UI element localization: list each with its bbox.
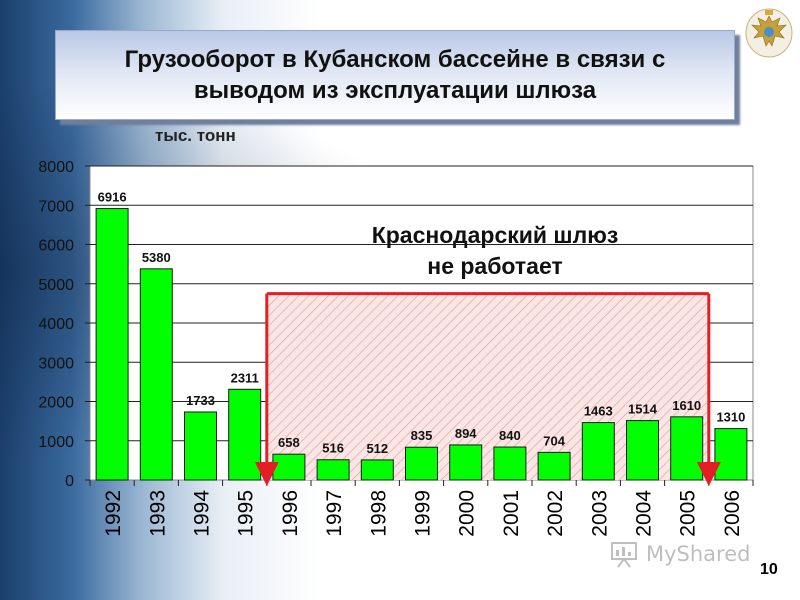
- page-number: 10: [760, 561, 778, 578]
- data-label: 6916: [98, 190, 127, 205]
- presentation-board-icon: [611, 542, 637, 568]
- bar: [581, 422, 615, 481]
- bar: [316, 459, 350, 481]
- data-label: 516: [322, 441, 344, 456]
- x-tick-label: 1999: [412, 490, 435, 537]
- data-label: 658: [278, 435, 300, 450]
- unit-label: тыс. тонн: [155, 126, 236, 145]
- x-tick-label: 1998: [367, 490, 390, 537]
- bar: [272, 453, 306, 481]
- data-label: 835: [411, 428, 433, 443]
- x-tick-label: 1996: [279, 490, 302, 537]
- data-label: 1310: [716, 410, 745, 425]
- y-tick-label: 2000: [38, 395, 74, 412]
- data-label: 2311: [231, 370, 259, 385]
- closure-note-line2: не работает: [427, 253, 563, 279]
- y-tick-label: 0: [65, 473, 74, 490]
- data-label: 704: [543, 433, 565, 448]
- data-label: 840: [499, 428, 521, 443]
- x-tick-label: 1994: [191, 490, 214, 537]
- x-tick-label: 1995: [235, 490, 258, 537]
- bar: [405, 446, 438, 481]
- x-tick-label: 2004: [633, 490, 656, 537]
- y-tick-label: 6000: [38, 238, 74, 255]
- double-headed-eagle-emblem-icon: [745, 8, 793, 58]
- x-tick-label: 1992: [102, 490, 125, 537]
- bar: [493, 446, 527, 481]
- slide-title: Грузооборот в Кубанском бассейне в связи…: [124, 46, 666, 104]
- data-label: 1463: [584, 404, 613, 419]
- closure-note: Краснодарский шлюз не работает: [330, 220, 660, 282]
- x-tick-label: 1997: [323, 490, 346, 537]
- bar: [537, 451, 571, 481]
- y-tick-label: 8000: [38, 159, 74, 176]
- data-label: 894: [455, 426, 477, 441]
- x-tick-label: 2001: [500, 490, 523, 537]
- closure-note-line1: Краснодарский шлюз: [371, 222, 619, 248]
- bar: [670, 416, 704, 481]
- y-tick-label: 5000: [38, 277, 74, 294]
- x-tick-label: 2002: [544, 490, 567, 537]
- title-box: Грузооборот в Кубанском бассейне в связи…: [55, 30, 735, 120]
- x-tick-label: 1993: [146, 490, 169, 537]
- y-tick-label: 4000: [38, 316, 74, 333]
- x-tick-label: 2003: [588, 490, 611, 537]
- bar: [626, 420, 659, 481]
- bar: [228, 388, 262, 481]
- watermark: MyShared: [610, 536, 770, 576]
- bar: [139, 268, 173, 481]
- data-label: 512: [366, 441, 388, 456]
- watermark-text: MyShared: [646, 542, 751, 566]
- bar: [95, 208, 129, 481]
- bar: [184, 411, 217, 481]
- bar: [714, 428, 748, 481]
- y-tick-label: 7000: [38, 198, 74, 215]
- y-tick-label: 1000: [38, 434, 74, 451]
- bar: [360, 459, 394, 481]
- y-tick-label: 3000: [38, 355, 74, 372]
- data-label: 1610: [672, 398, 701, 413]
- x-tick-label: 2006: [721, 490, 744, 537]
- x-tick-label: 2000: [456, 490, 479, 537]
- data-label: 1733: [186, 393, 215, 408]
- bar: [449, 444, 483, 481]
- data-label: 5380: [142, 250, 171, 265]
- x-tick-label: 2005: [677, 490, 700, 537]
- data-label: 1514: [628, 402, 658, 417]
